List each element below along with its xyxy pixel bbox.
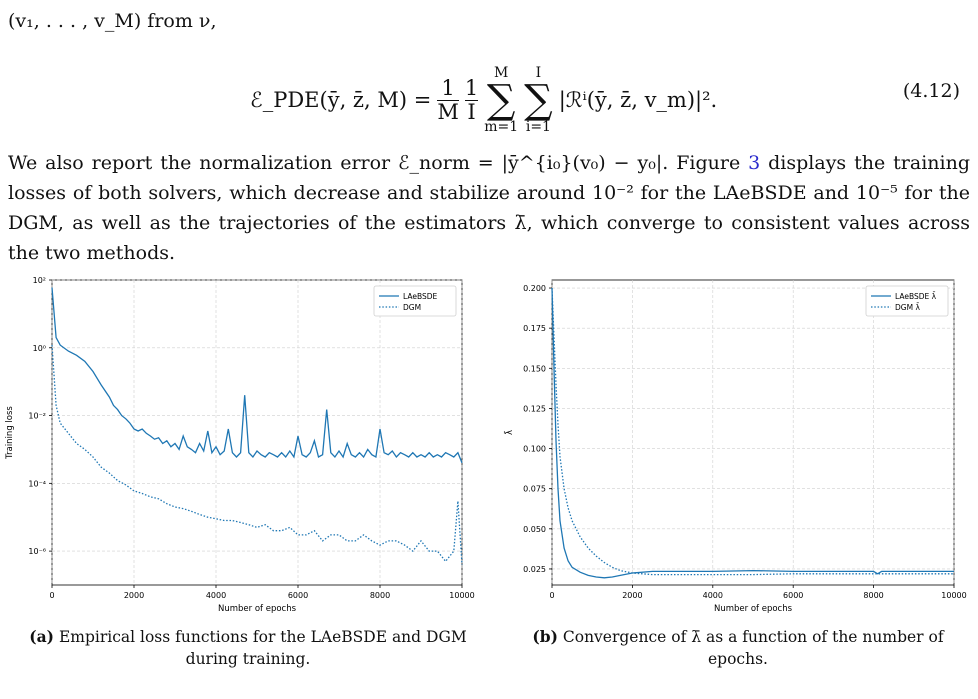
x-tick-label: 2000 — [124, 591, 144, 600]
x-tick-label: 8000 — [863, 591, 883, 600]
y-tick-label: 0.150 — [523, 364, 546, 373]
equation-4-12: ℰ_PDE(ȳ, z̄, M) = 1 M 1 I M ∑ m=1 I ∑ i=… — [0, 58, 978, 142]
equation-body: |ℛⁱ(ȳ, z̄, v_m)|². — [558, 88, 718, 112]
y-axis-label: λ̄ — [503, 430, 515, 435]
x-tick-label: 4000 — [206, 591, 226, 600]
sum1-bottom: m=1 — [484, 119, 519, 135]
sum-over-m: M ∑ m=1 — [484, 65, 519, 135]
caption-a: (a) Empirical loss functions for the LAe… — [28, 626, 468, 670]
series-line-laebsde — [551, 287, 954, 579]
equation-number: (4.12) — [902, 80, 960, 102]
series-line-dgm — [51, 345, 463, 565]
paragraph-text-2: displays the training losses of both sol… — [8, 152, 970, 264]
frac2-den: I — [467, 99, 476, 124]
y-axis-label: Training loss — [5, 406, 15, 460]
caption-a-text: Empirical loss functions for the LAeBSDE… — [58, 628, 467, 668]
frac2-num: 1 — [464, 76, 479, 101]
y-tick-label: 10⁰ — [33, 344, 46, 353]
y-tick-label: 0.200 — [523, 284, 546, 293]
figure-3-link[interactable]: 3 — [748, 152, 761, 174]
loss-chart: 0 2000 4000 6000 8000 10000 10² 10⁰ 10⁻² 10⁻⁴ 10⁻⁶… — [5, 276, 475, 614]
paragraph-text-1: We also report the normalization error ℰ… — [8, 152, 749, 174]
legend-label: LAeBSDE — [403, 292, 438, 301]
fraction-1-over-i: 1 I — [464, 76, 479, 124]
caption-a-label: (a) — [29, 627, 54, 646]
y-tick-label: 0.100 — [523, 445, 546, 454]
x-tick-label: 8000 — [370, 591, 390, 600]
sum2-bottom: i=1 — [525, 119, 551, 135]
legend-label: LAeBSDE λ̄ — [895, 292, 937, 301]
y-tick-label: 10⁻² — [28, 412, 46, 421]
frac1-num: 1 — [441, 76, 455, 101]
plot-frame — [51, 279, 463, 586]
paragraph: We also report the normalization error ℰ… — [8, 148, 970, 268]
sum-over-i: I ∑ i=1 — [524, 65, 553, 135]
x-tick-label: 10000 — [941, 591, 966, 600]
series-line-dgm — [551, 287, 954, 576]
figure-a: 0 2000 4000 6000 8000 10000 10² 10⁰ 10⁻² 10⁻⁴ 10⁻⁶… — [0, 250, 478, 620]
equation-lhs: ℰ_PDE(ȳ, z̄, M) = — [250, 88, 432, 112]
x-axis-label: Number of epochs — [218, 604, 297, 614]
plot-frame — [551, 279, 955, 586]
x-tick-label: 6000 — [783, 591, 803, 600]
caption-b: (b) Convergence of λ̄ as a function of t… — [518, 626, 958, 670]
y-tick-label: 0.025 — [523, 565, 546, 574]
legend-box — [865, 285, 949, 317]
series-line-laebsde — [51, 287, 463, 464]
x-tick-label: 0 — [49, 591, 54, 600]
legend-label: DGM λ̄ — [895, 303, 920, 312]
y-tick-label: 10⁻⁶ — [28, 547, 46, 556]
sum2-top: I — [535, 65, 542, 81]
x-tick-label: 4000 — [703, 591, 723, 600]
caption-b-text: Convergence of λ̄ as a function of the n… — [562, 628, 944, 668]
lambda-chart: 0 2000 4000 6000 8000 10000 0.025 0.050 0.075 0.1… — [503, 279, 967, 614]
sum1-top: M — [493, 65, 509, 81]
y-tick-label: 0.175 — [523, 324, 546, 333]
x-tick-label: 2000 — [622, 591, 642, 600]
frac1-den: M — [437, 99, 459, 124]
x-axis-label: Number of epochs — [714, 604, 793, 614]
x-tick-label: 6000 — [288, 591, 308, 600]
legend-label: DGM — [403, 303, 421, 312]
legend-box — [373, 285, 457, 317]
y-tick-label: 0.075 — [523, 485, 546, 494]
x-tick-label: 10000 — [449, 591, 474, 600]
text-line-1: (v₁, . . . , v_M) from ν, — [8, 10, 217, 32]
y-tick-label: 0.125 — [523, 404, 546, 413]
fraction-1-over-m: 1 M — [437, 76, 459, 124]
y-tick-label: 10⁻⁴ — [28, 479, 46, 488]
y-tick-label: 10² — [33, 276, 46, 285]
y-tick-label: 0.050 — [523, 525, 546, 534]
x-tick-label: 0 — [549, 591, 554, 600]
figure-b: 0 2000 4000 6000 8000 10000 0.025 0.050 0.075 0.1… — [500, 250, 970, 620]
caption-b-label: (b) — [532, 627, 558, 646]
